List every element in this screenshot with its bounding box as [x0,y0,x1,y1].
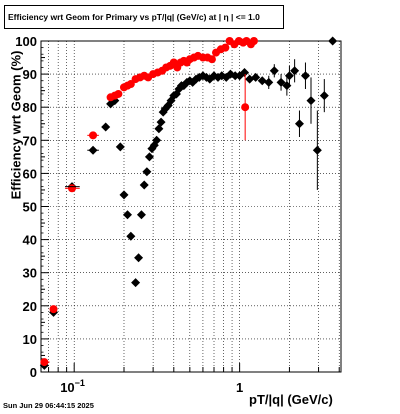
black-data-point [115,142,125,152]
black-data-point [269,66,279,76]
x-tick-label: 1 [236,380,243,395]
red-data-point [114,89,123,98]
black-data-point [101,122,111,132]
black-data-point [152,135,162,145]
y-tick-label: 80 [23,100,37,115]
black-data-point [290,66,300,76]
black-data-point [284,71,294,81]
timestamp: Sun Jun 29 06:44:15 2025 [3,401,94,410]
black-data-point [319,91,329,101]
black-data-point [142,167,152,177]
black-data-point [257,76,267,86]
red-data-point [126,80,135,89]
red-data-point [249,37,258,45]
x-axis-label: pT/|q| (GeV/c) [249,392,333,407]
black-data-point [126,231,136,241]
black-data-point [264,77,274,87]
red-data-point [241,103,250,112]
black-data-point [136,210,146,220]
y-tick-label: 20 [23,299,37,314]
y-tick-label: 50 [23,200,37,215]
black-data-point [239,67,249,77]
red-data-point [207,55,216,64]
black-data-point [156,117,166,127]
black-data-point [251,72,261,82]
y-tick-label: 100 [15,34,37,49]
y-tick-label: 10 [23,332,37,347]
black-data-point [306,96,316,106]
black-data-point [123,210,133,220]
y-tick-label: 60 [23,166,37,181]
black-data-point [134,253,144,263]
red-data-point [49,305,58,314]
black-data-point [294,119,304,129]
black-data-point [119,190,129,200]
black-data-point [144,152,154,162]
black-data-point [328,36,338,46]
black-data-point [276,77,286,87]
y-tick-label: 0 [30,365,37,380]
chart-title: Efficiency wrt Geom for Primary vs pT/|q… [4,5,284,29]
red-data-point [221,43,230,52]
y-tick-label: 70 [23,133,37,148]
black-data-point [312,145,322,155]
y-tick-label: 90 [23,67,37,82]
y-tick-label: 30 [23,266,37,281]
y-tick-label: 40 [23,233,37,248]
black-data-point [300,71,310,81]
black-data-point [131,278,141,288]
x-tick-label: 10−1 [60,378,85,395]
black-data-point [139,180,149,190]
